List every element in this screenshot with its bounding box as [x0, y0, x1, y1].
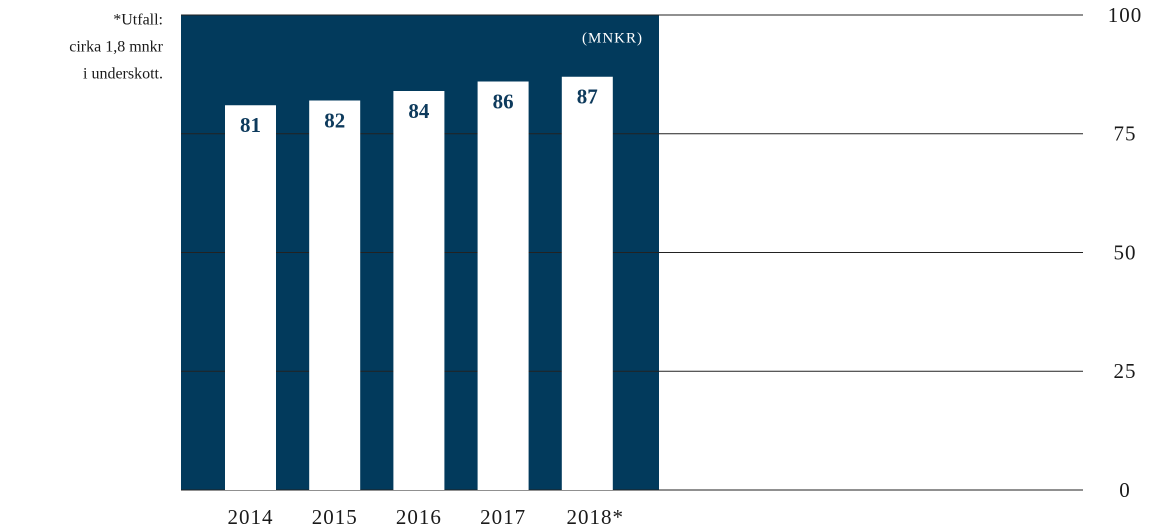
- bar: [561, 76, 613, 490]
- bar: [225, 105, 276, 490]
- value-label: 82: [324, 108, 345, 132]
- x-tick-label: 2014: [228, 505, 274, 529]
- value-label: 87: [577, 85, 598, 109]
- annotation-line: cirka 1,8 mnkr: [69, 39, 163, 56]
- bar: [477, 81, 529, 490]
- x-tick-label: 2017: [480, 505, 526, 529]
- annotation-line: i underskott.: [83, 66, 163, 83]
- x-tick-label: 2016: [396, 505, 442, 529]
- y-tick-label: 100: [1108, 3, 1143, 27]
- y-tick-label: 50: [1114, 240, 1137, 264]
- y-tick-label: 25: [1114, 359, 1137, 383]
- value-label: 84: [408, 99, 430, 123]
- bar: [393, 91, 445, 490]
- x-tick-label: 2015: [312, 505, 358, 529]
- annotation-line: *Utfall:: [113, 12, 163, 29]
- y-tick-label: 0: [1119, 478, 1131, 502]
- value-label: 81: [240, 113, 261, 137]
- x-tick-label: 2018*: [567, 505, 625, 529]
- y-tick-label: 75: [1114, 122, 1137, 146]
- bar: [309, 100, 361, 490]
- value-label: 86: [493, 89, 514, 113]
- unit-label: (MNKR): [582, 30, 643, 46]
